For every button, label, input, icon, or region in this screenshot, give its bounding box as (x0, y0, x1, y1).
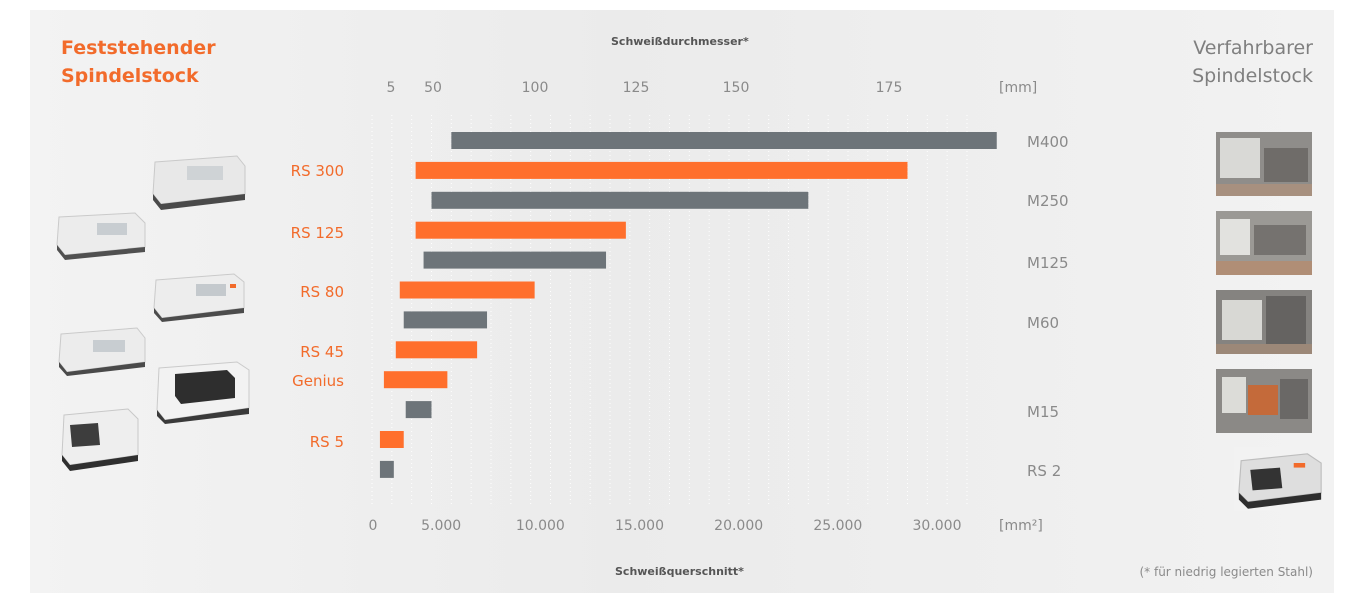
bar-rs45 (395, 341, 478, 359)
label-genius: Genius (292, 372, 344, 390)
bar-m15 (405, 401, 432, 419)
top-tick-label: 150 (723, 80, 750, 96)
machine-m250-photo (1216, 211, 1312, 275)
label-m250: M250 (1027, 192, 1069, 210)
machine-m60-photo (1216, 369, 1312, 433)
top-axis-title: Schweißdurchmesser* (611, 35, 749, 48)
movable-title-line2: Spindelstock (1192, 65, 1313, 87)
top-tick-label: 50 (424, 80, 442, 96)
movable-title-line1: Verfahrbarer (1193, 37, 1313, 59)
bar-genius (383, 371, 448, 389)
bar-m400 (451, 132, 997, 149)
bottom-tick-label: 10.000 (516, 518, 565, 534)
bars (379, 132, 997, 478)
top-tick-label: 125 (623, 80, 650, 96)
bar-rs125 (415, 221, 626, 239)
machine-rs45-image (58, 327, 146, 376)
bottom-tick-label: 25.000 (813, 518, 862, 534)
footnote: (* für niedrig legierten Stahl) (1139, 565, 1313, 579)
top-tick-label: 100 (522, 80, 549, 96)
bottom-axis-unit: [mm²] (999, 518, 1043, 534)
label-m60: M60 (1027, 314, 1060, 332)
label-rs125: RS 125 (290, 224, 344, 242)
machine-rs125-image (56, 212, 146, 260)
label-rs80: RS 80 (300, 283, 344, 301)
top-tick-label: 175 (876, 80, 903, 96)
label-rs5: RS 5 (309, 433, 344, 451)
label-m15: M15 (1027, 403, 1060, 421)
machine-genius-image (156, 361, 250, 424)
machine-m125-photo (1216, 290, 1312, 354)
machine-m400-photo (1216, 132, 1312, 196)
label-m125: M125 (1027, 254, 1069, 272)
top-axis-unit: [mm] (999, 80, 1037, 96)
fixed-title-line1: Feststehender (61, 37, 216, 59)
machine-rs300-image (152, 155, 246, 210)
machine-rs80-image (153, 273, 245, 322)
label-rs45: RS 45 (300, 343, 344, 361)
bar-rs80 (399, 281, 535, 299)
bottom-axis-title: Schweißquerschnitt* (615, 565, 744, 578)
bar-rs300 (415, 161, 908, 179)
bottom-tick-label: 15.000 (615, 518, 664, 534)
label-rs2: RS 2 (1027, 462, 1062, 480)
chart-panel (30, 10, 1334, 593)
label-m400: M400 (1027, 133, 1069, 151)
bottom-tick-label: 20.000 (714, 518, 763, 534)
machine-rs5-image (61, 408, 139, 471)
bottom-tick-label: 30.000 (913, 518, 962, 534)
fixed-headstock-title: Feststehender Spindelstock (61, 34, 216, 90)
bar-m250 (431, 191, 809, 209)
fixed-title-line2: Spindelstock (61, 65, 199, 87)
bar-m125 (423, 251, 607, 269)
bottom-tick-label: 0 (369, 518, 378, 534)
label-rs300: RS 300 (290, 162, 344, 180)
top-tick-label: 5 (387, 80, 396, 96)
bar-rs5 (379, 431, 404, 448)
bottom-tick-label: 5.000 (421, 518, 461, 534)
movable-headstock-title: Verfahrbarer Spindelstock (1192, 34, 1313, 90)
machine-m15-photo (1234, 447, 1326, 511)
bar-unlabeled (403, 311, 488, 329)
axis-ticks: 0 5.000 10.000 15.000 20.000 25.000 30.000 [mm²… (369, 80, 1043, 534)
bar-rs2 (379, 460, 394, 478)
